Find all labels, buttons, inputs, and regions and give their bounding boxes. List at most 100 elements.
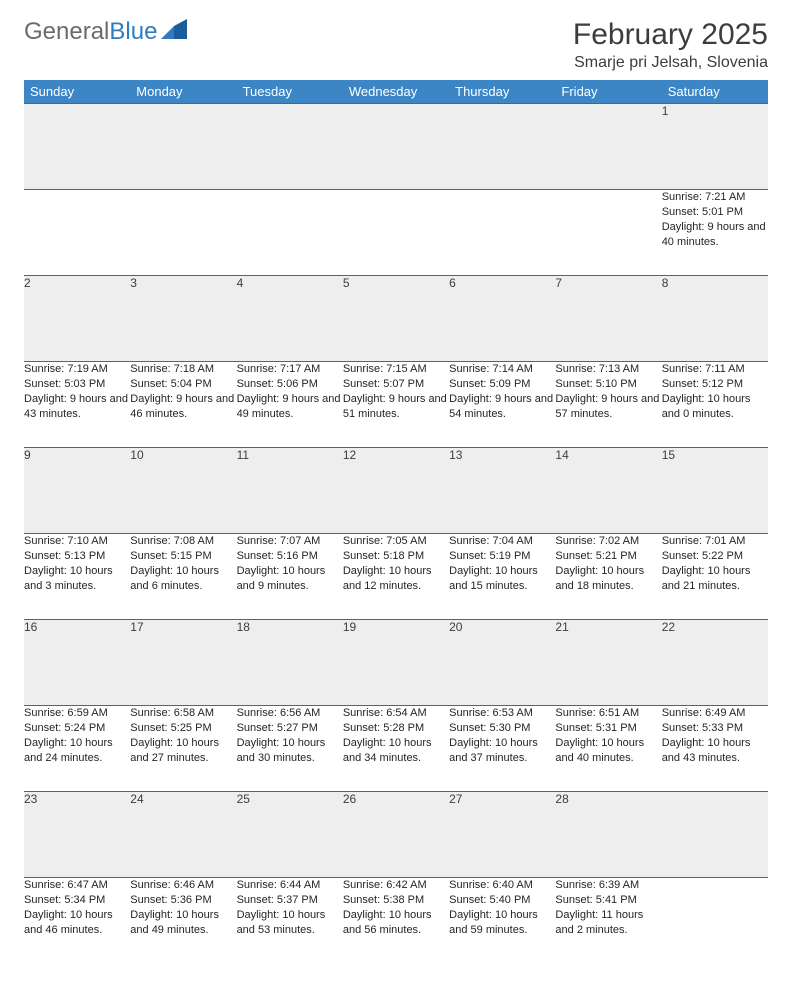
sunrise-line: Sunrise: 6:53 AM [449,706,555,721]
daylight-line: Daylight: 9 hours and 51 minutes. [343,392,449,422]
weekday-header-row: Sunday Monday Tuesday Wednesday Thursday… [24,80,768,104]
day-data-cell [449,190,555,276]
day-number-row: 9101112131415 [24,448,768,534]
sunrise-line: Sunrise: 7:08 AM [130,534,236,549]
daylight-line: Daylight: 10 hours and 0 minutes. [662,392,768,422]
day-details: Sunrise: 7:11 AMSunset: 5:12 PMDaylight:… [662,362,768,421]
brand-text-1: General [24,18,109,46]
day-data-cell: Sunrise: 6:53 AMSunset: 5:30 PMDaylight:… [449,706,555,792]
sunset-line: Sunset: 5:40 PM [449,893,555,908]
day-data-cell: Sunrise: 7:10 AMSunset: 5:13 PMDaylight:… [24,534,130,620]
day-data-cell [555,190,661,276]
daylight-line: Daylight: 10 hours and 53 minutes. [237,908,343,938]
sunset-line: Sunset: 5:41 PM [555,893,661,908]
brand-logo: GeneralBlue [24,18,187,46]
sunrise-line: Sunrise: 6:46 AM [130,878,236,893]
day-data-cell: Sunrise: 6:44 AMSunset: 5:37 PMDaylight:… [237,878,343,964]
sunset-line: Sunset: 5:13 PM [24,549,130,564]
day-number-cell: 17 [130,620,236,706]
sunrise-line: Sunrise: 7:07 AM [237,534,343,549]
day-number-cell: 12 [343,448,449,534]
sunrise-line: Sunrise: 7:19 AM [24,362,130,377]
day-number-cell: 21 [555,620,661,706]
daylight-line: Daylight: 10 hours and 27 minutes. [130,736,236,766]
daylight-line: Daylight: 10 hours and 30 minutes. [237,736,343,766]
weekday-header: Saturday [662,80,768,104]
day-data-cell [24,190,130,276]
day-data-row: Sunrise: 7:21 AMSunset: 5:01 PMDaylight:… [24,190,768,276]
day-details: Sunrise: 7:08 AMSunset: 5:15 PMDaylight:… [130,534,236,593]
day-data-cell: Sunrise: 7:02 AMSunset: 5:21 PMDaylight:… [555,534,661,620]
day-number-cell [24,104,130,190]
brand-text-2: Blue [109,18,157,46]
daylight-line: Daylight: 9 hours and 54 minutes. [449,392,555,422]
day-details: Sunrise: 6:58 AMSunset: 5:25 PMDaylight:… [130,706,236,765]
day-number-row: 1 [24,104,768,190]
day-data-row: Sunrise: 6:47 AMSunset: 5:34 PMDaylight:… [24,878,768,964]
day-data-row: Sunrise: 7:19 AMSunset: 5:03 PMDaylight:… [24,362,768,448]
day-details: Sunrise: 7:01 AMSunset: 5:22 PMDaylight:… [662,534,768,593]
day-number-cell: 11 [237,448,343,534]
sunrise-line: Sunrise: 7:05 AM [343,534,449,549]
day-data-cell: Sunrise: 7:05 AMSunset: 5:18 PMDaylight:… [343,534,449,620]
daylight-line: Daylight: 10 hours and 18 minutes. [555,564,661,594]
day-number-cell: 3 [130,276,236,362]
weekday-header: Monday [130,80,236,104]
day-details: Sunrise: 6:59 AMSunset: 5:24 PMDaylight:… [24,706,130,765]
sunrise-line: Sunrise: 6:39 AM [555,878,661,893]
daylight-line: Daylight: 9 hours and 46 minutes. [130,392,236,422]
sunset-line: Sunset: 5:34 PM [24,893,130,908]
day-data-cell: Sunrise: 6:42 AMSunset: 5:38 PMDaylight:… [343,878,449,964]
day-details: Sunrise: 6:39 AMSunset: 5:41 PMDaylight:… [555,878,661,937]
calendar-page: GeneralBlue February 2025 Smarje pri Jel… [0,0,792,982]
sunset-line: Sunset: 5:19 PM [449,549,555,564]
day-number-cell: 28 [555,792,661,878]
daylight-line: Daylight: 10 hours and 40 minutes. [555,736,661,766]
daylight-line: Daylight: 10 hours and 15 minutes. [449,564,555,594]
sunset-line: Sunset: 5:12 PM [662,377,768,392]
sunset-line: Sunset: 5:01 PM [662,205,768,220]
day-data-cell: Sunrise: 7:14 AMSunset: 5:09 PMDaylight:… [449,362,555,448]
daylight-line: Daylight: 11 hours and 2 minutes. [555,908,661,938]
daylight-line: Daylight: 10 hours and 9 minutes. [237,564,343,594]
month-title: February 2025 [573,18,768,52]
weekday-header: Friday [555,80,661,104]
day-data-cell: Sunrise: 7:08 AMSunset: 5:15 PMDaylight:… [130,534,236,620]
day-details: Sunrise: 7:04 AMSunset: 5:19 PMDaylight:… [449,534,555,593]
sunset-line: Sunset: 5:28 PM [343,721,449,736]
daylight-line: Daylight: 9 hours and 57 minutes. [555,392,661,422]
daylight-line: Daylight: 10 hours and 24 minutes. [24,736,130,766]
daylight-line: Daylight: 10 hours and 43 minutes. [662,736,768,766]
day-details: Sunrise: 7:18 AMSunset: 5:04 PMDaylight:… [130,362,236,421]
day-data-cell: Sunrise: 6:56 AMSunset: 5:27 PMDaylight:… [237,706,343,792]
sunset-line: Sunset: 5:27 PM [237,721,343,736]
day-number-cell: 22 [662,620,768,706]
sunrise-line: Sunrise: 6:47 AM [24,878,130,893]
brand-mark-icon [161,18,187,46]
sunset-line: Sunset: 5:22 PM [662,549,768,564]
sunrise-line: Sunrise: 7:02 AM [555,534,661,549]
day-number-row: 2345678 [24,276,768,362]
day-data-cell: Sunrise: 6:49 AMSunset: 5:33 PMDaylight:… [662,706,768,792]
day-details: Sunrise: 6:54 AMSunset: 5:28 PMDaylight:… [343,706,449,765]
day-details: Sunrise: 6:51 AMSunset: 5:31 PMDaylight:… [555,706,661,765]
daylight-line: Daylight: 9 hours and 43 minutes. [24,392,130,422]
sunset-line: Sunset: 5:04 PM [130,377,236,392]
day-details: Sunrise: 6:44 AMSunset: 5:37 PMDaylight:… [237,878,343,937]
day-data-cell: Sunrise: 6:40 AMSunset: 5:40 PMDaylight:… [449,878,555,964]
day-details: Sunrise: 7:10 AMSunset: 5:13 PMDaylight:… [24,534,130,593]
sunrise-line: Sunrise: 7:13 AM [555,362,661,377]
header: GeneralBlue February 2025 Smarje pri Jel… [24,18,768,72]
day-details: Sunrise: 7:15 AMSunset: 5:07 PMDaylight:… [343,362,449,421]
day-data-cell [237,190,343,276]
daylight-line: Daylight: 10 hours and 56 minutes. [343,908,449,938]
daylight-line: Daylight: 10 hours and 46 minutes. [24,908,130,938]
calendar-table: Sunday Monday Tuesday Wednesday Thursday… [24,80,768,964]
sunset-line: Sunset: 5:21 PM [555,549,661,564]
sunrise-line: Sunrise: 7:01 AM [662,534,768,549]
day-details: Sunrise: 7:02 AMSunset: 5:21 PMDaylight:… [555,534,661,593]
weekday-header: Thursday [449,80,555,104]
day-data-cell: Sunrise: 6:46 AMSunset: 5:36 PMDaylight:… [130,878,236,964]
day-data-cell: Sunrise: 6:54 AMSunset: 5:28 PMDaylight:… [343,706,449,792]
day-number-cell: 27 [449,792,555,878]
